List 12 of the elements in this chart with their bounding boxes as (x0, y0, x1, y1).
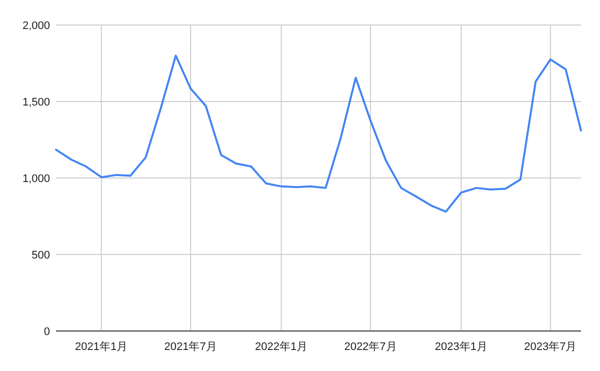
x-tick-label: 2023年7月 (524, 341, 577, 353)
line-series (55, 54, 582, 213)
x-tick-label: 2022年1月 (254, 341, 308, 353)
y-tick-label: 1,000 (22, 173, 50, 185)
x-tick-label: 2022年7月 (344, 341, 397, 353)
y-tick-label: 2,000 (22, 20, 50, 32)
x-tick-label: 2023年1月 (434, 341, 488, 353)
y-tick-label: 500 (32, 250, 50, 262)
y-tick-label: 1,500 (22, 96, 50, 108)
x-tick-label: 2021年7月 (164, 341, 217, 353)
y-tick-label: 0 (44, 326, 50, 338)
x-tick-label: 2021年1月 (75, 341, 128, 353)
